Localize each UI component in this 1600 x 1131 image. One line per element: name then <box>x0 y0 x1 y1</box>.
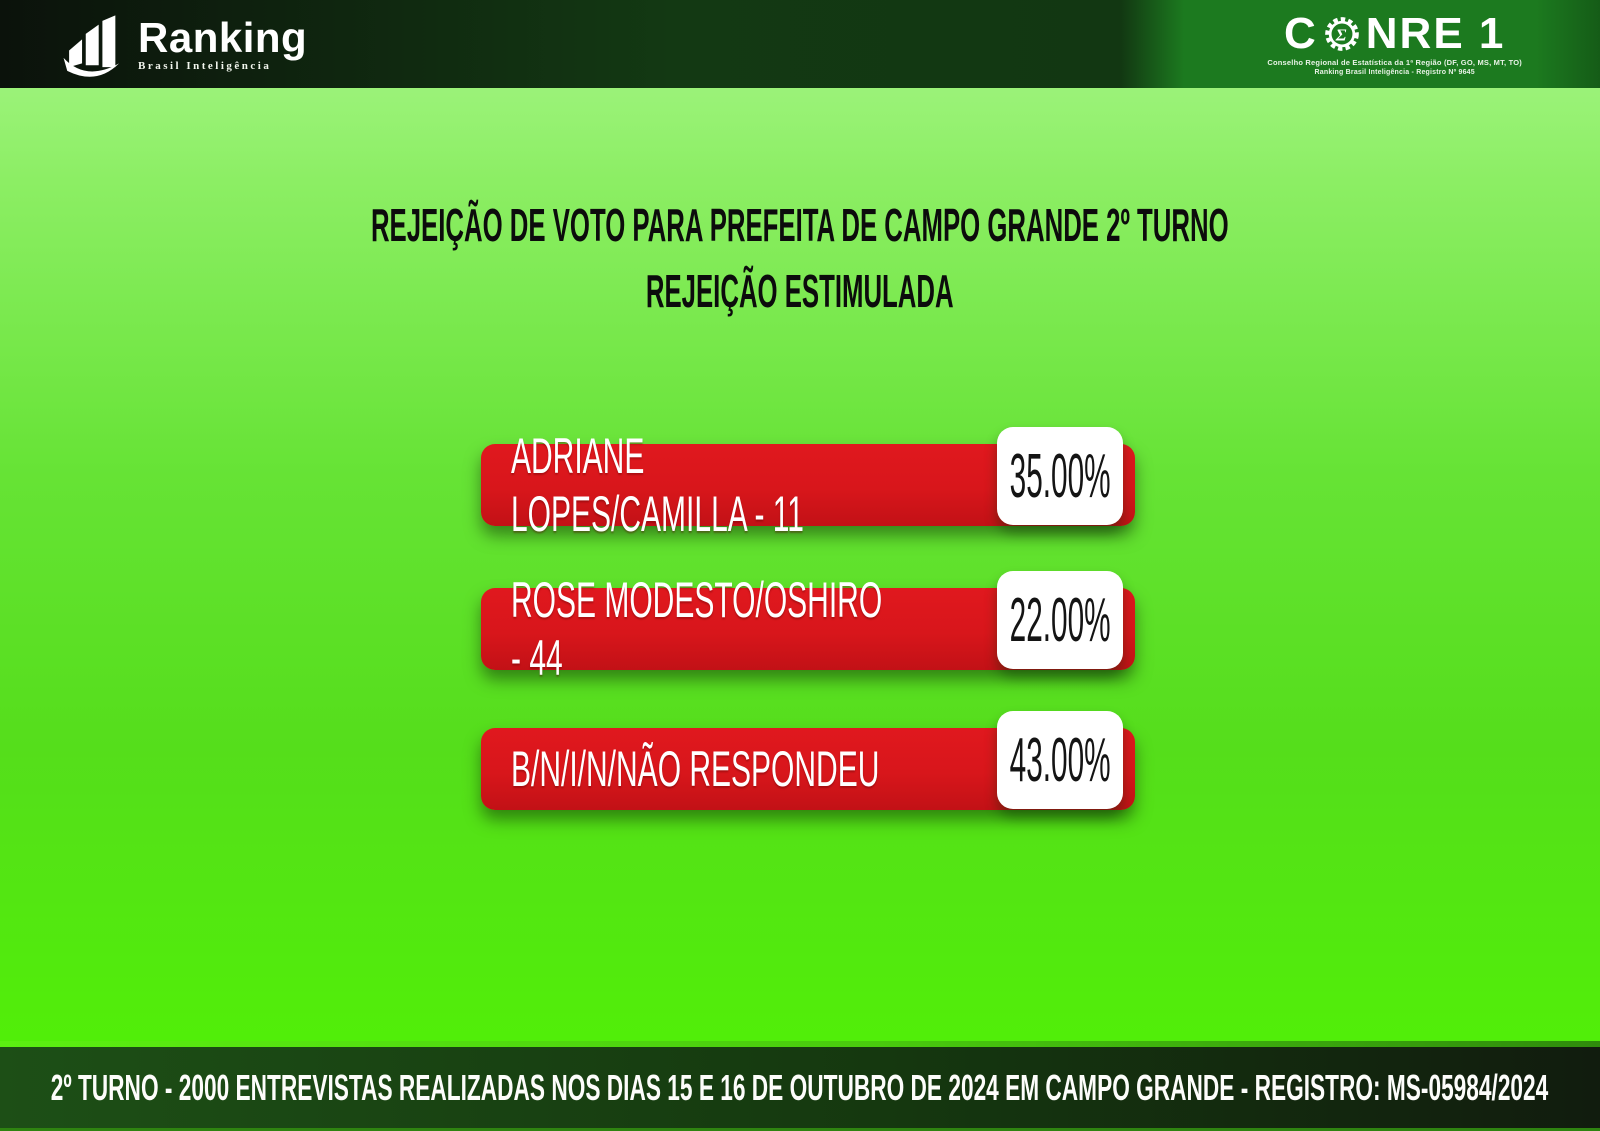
conre-subtitle-line2: Ranking Brasil Inteligência - Registro N… <box>1314 68 1475 76</box>
conre-title-prefix: C <box>1284 9 1318 59</box>
conre-subtitle-line1: Conselho Regional de Estatística da 1ª R… <box>1267 58 1522 68</box>
bar-label: ROSE MODESTO/OSHIRO - 44 <box>511 572 883 686</box>
value-label: 22.00% <box>1009 585 1111 655</box>
gear-sigma-symbol: Σ <box>1335 26 1349 45</box>
brand-name: Ranking <box>138 13 308 61</box>
footer-accent-line <box>0 1041 1600 1047</box>
bar-row-adriane-lopes: ADRIANE LOPES/CAMILLA - 11 35.00% <box>481 427 1281 542</box>
bar-label: B/N/I/N/NÃO RESPONDEU <box>511 741 880 797</box>
chart-title-line1: REJEIÇÃO DE VOTO PARA PREFEITA DE CAMPO … <box>371 199 1229 251</box>
ranking-logo-icon <box>63 15 120 77</box>
conre-title-suffix: NRE 1 <box>1365 9 1506 59</box>
footer-bar: 2º TURNO - 2000 ENTREVISTAS REALIZADAS N… <box>0 1047 1600 1131</box>
bar-label: ADRIANE LOPES/CAMILLA - 11 <box>511 428 804 542</box>
brand-subtitle: Brasil Inteligência <box>138 59 272 72</box>
ranking-brand-text: Ranking Brasil Inteligência <box>138 13 308 72</box>
gear-icon: Σ <box>1324 17 1359 52</box>
conre-title: C Σ NRE 1 <box>1284 12 1505 56</box>
conre-logo: C Σ NRE 1 Conselho Regional de Estatísti… <box>1267 12 1522 76</box>
chart-title-block: REJEIÇÃO DE VOTO PARA PREFEITA DE CAMPO … <box>0 198 1600 318</box>
footer-text: 2º TURNO - 2000 ENTREVISTAS REALIZADAS N… <box>51 1066 1549 1108</box>
bar-row-rose-modesto: ROSE MODESTO/OSHIRO - 44 22.00% <box>481 571 1281 686</box>
value-box: 35.00% <box>997 427 1123 525</box>
value-box: 43.00% <box>997 711 1123 809</box>
header-bar: Ranking Brasil Inteligência C Σ NRE 1 Co… <box>0 0 1600 88</box>
bar-row-nao-respondeu: B/N/I/N/NÃO RESPONDEU 43.00% <box>481 711 1281 810</box>
ranking-brand: Ranking Brasil Inteligência <box>58 11 307 77</box>
value-label: 35.00% <box>1009 441 1111 511</box>
value-box: 22.00% <box>997 571 1123 669</box>
value-label: 43.00% <box>1009 725 1111 795</box>
chart-title-line2: REJEIÇÃO ESTIMULADA <box>646 265 954 317</box>
